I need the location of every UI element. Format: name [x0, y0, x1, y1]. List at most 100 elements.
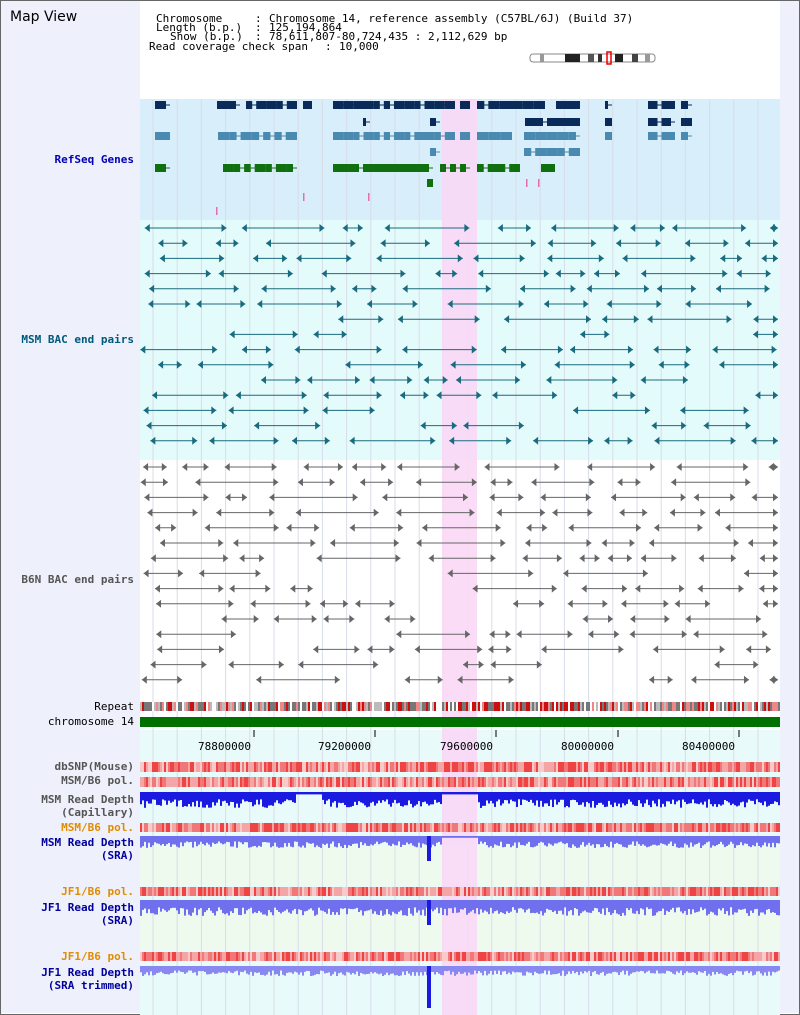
track-label-msm-b6-pol-2[interactable]: MSM/B6 pol.: [61, 821, 134, 834]
msm-sra-depth: [574, 836, 576, 847]
msm-capillary-depth: [672, 792, 674, 800]
msm-capillary-depth: [634, 792, 636, 806]
repeat-segment: [526, 702, 528, 711]
track-label-msm-depth-sra[interactable]: MSM Read Depth (SRA): [41, 836, 134, 862]
jf1-b6-pol-heat: [330, 887, 332, 896]
jf1-b6-pol-heat: [492, 887, 494, 896]
msm-b6-pol-2-heat: [678, 823, 680, 832]
gene-exon: [568, 132, 576, 140]
jf1-b6-pol-heat: [678, 887, 680, 896]
msm-b6-pol-2-heat: [472, 823, 474, 832]
msm-sra-depth: [478, 836, 480, 845]
track-label-jf1-b6-pol[interactable]: JF1/B6 pol.: [61, 885, 134, 898]
msm-bac-end: [588, 436, 594, 445]
jf1-b6-pol-heat: [406, 887, 408, 896]
msm-capillary-depth: [738, 792, 740, 806]
repeat-segment: [480, 702, 482, 711]
track-label-b6n-bac[interactable]: B6N BAC end pairs: [21, 573, 134, 586]
msm-b6-pol-2-heat: [768, 823, 770, 832]
msm-sra-depth: [768, 836, 770, 844]
b6n-bac-end: [463, 660, 469, 669]
msm-sra-depth: [778, 836, 780, 844]
msm-bac-end: [196, 300, 202, 308]
track-label-msm-bac[interactable]: MSM BAC end pairs: [21, 333, 134, 346]
b6n-bac-end: [719, 645, 725, 654]
msm-b6-pol-heat: [148, 777, 150, 787]
jf1-trimmed-depth: [216, 966, 218, 974]
msm-capillary-depth: [612, 792, 614, 808]
jf1-sra-depth: [718, 900, 720, 909]
msm-sra-depth: [476, 836, 478, 838]
jf1-b6-pol-2-heat: [564, 952, 566, 961]
jf1-trimmed-depth: [738, 966, 740, 972]
msm-b6-pol-2-heat: [600, 823, 602, 832]
ideogram-band: [565, 54, 580, 62]
msm-bac-end: [148, 300, 154, 308]
msm-capillary-depth: [326, 792, 328, 801]
track-label-jf1-depth-sra[interactable]: JF1 Read Depth (SRA): [41, 901, 134, 927]
track-label-dbsnp[interactable]: dbSNP(Mouse): [54, 760, 134, 773]
dbsnp-heat: [614, 762, 616, 772]
jf1-sra-depth: [672, 900, 674, 908]
track-label-jf1-b6-pol-2[interactable]: JF1/B6 pol.: [61, 950, 134, 963]
b6n-bac-end: [568, 523, 574, 532]
track-label-msm-b6-pol[interactable]: MSM/B6 pol.: [61, 774, 134, 787]
jf1-b6-pol-2-heat: [536, 952, 538, 961]
jf1-b6-pol-heat: [388, 887, 390, 896]
gene-exon: [681, 132, 688, 140]
msm-sra-depth: [294, 836, 296, 842]
msm-bac-end: [685, 300, 691, 308]
b6n-bac-end: [478, 660, 484, 669]
b6n-bac-end: [290, 584, 296, 593]
msm-b6-pol-2-heat: [662, 823, 664, 832]
msm-b6-pol-heat: [394, 777, 396, 787]
jf1-sra-depth: [436, 900, 438, 908]
jf1-trimmed-depth: [596, 966, 598, 975]
jf1-b6-pol-2-heat: [556, 952, 558, 961]
jf1-sra-depth: [412, 900, 414, 916]
dbsnp-heat: [420, 762, 422, 772]
repeat-segment: [242, 702, 244, 711]
jf1-b6-pol-heat: [660, 887, 662, 896]
jf1-trimmed-depth: [384, 966, 386, 975]
jf1-trimmed-depth: [166, 966, 168, 975]
gene-exon: [333, 101, 344, 109]
repeat-segment: [482, 702, 484, 711]
jf1-sra-depth: [374, 900, 376, 912]
jf1-sra-depth: [440, 900, 442, 908]
jf1-b6-pol-heat: [362, 887, 364, 896]
track-label-msm-depth-capillary[interactable]: MSM Read Depth (Capillary): [41, 793, 134, 819]
msm-capillary-depth: [336, 792, 338, 808]
track-label-jf1-depth-trimmed[interactable]: JF1 Read Depth (SRA trimmed): [41, 966, 134, 992]
jf1-sra-depth: [150, 900, 152, 914]
msm-bac-end: [583, 300, 589, 308]
jf1-trimmed-depth: [298, 966, 300, 975]
msm-b6-pol-heat: [292, 777, 294, 787]
jf1-b6-pol-2-heat: [242, 952, 244, 961]
dbsnp-heat: [714, 762, 716, 772]
dbsnp-heat: [248, 762, 250, 772]
msm-b6-pol-heat: [696, 777, 698, 787]
jf1-b6-pol-2-heat: [338, 952, 340, 961]
msm-b6-pol-2-heat: [574, 823, 576, 832]
track-label-refseq[interactable]: RefSeq Genes: [54, 153, 134, 166]
msm-sra-depth: [270, 836, 272, 848]
msm-b6-pol-heat: [768, 777, 770, 787]
jf1-trimmed-depth: [320, 966, 322, 971]
b6n-bac-end: [738, 584, 744, 593]
b6n-bac-end: [311, 615, 317, 623]
jf1-b6-pol-heat: [274, 887, 276, 896]
jf1-trimmed-depth: [564, 966, 566, 976]
jf1-trimmed-depth: [208, 966, 210, 975]
jf1-b6-pol-heat: [484, 887, 486, 896]
msm-sra-depth: [296, 836, 298, 842]
jf1-trimmed-depth: [586, 966, 588, 973]
msm-b6-pol-2-heat: [388, 823, 390, 832]
b6n-bac-end: [765, 645, 771, 654]
msm-capillary-depth: [688, 792, 690, 804]
jf1-trimmed-depth: [724, 966, 726, 976]
jf1-sra-depth: [558, 900, 560, 911]
jf1-sra-depth: [684, 900, 686, 911]
dbsnp-heat: [442, 762, 444, 772]
msm-b6-pol-heat: [356, 777, 358, 787]
